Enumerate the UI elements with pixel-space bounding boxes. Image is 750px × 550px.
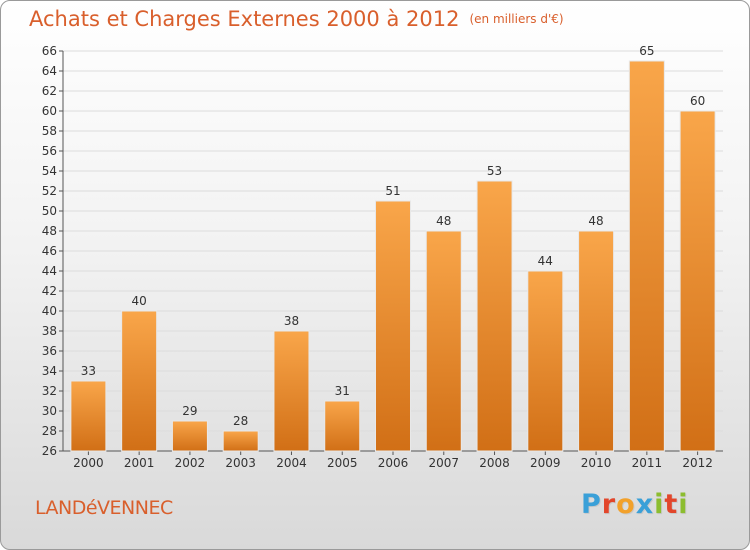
bar-2003 xyxy=(222,430,259,452)
x-tick-label-2002: 2002 xyxy=(175,456,206,470)
value-label-2008: 53 xyxy=(487,164,502,178)
value-label-2001: 40 xyxy=(132,294,147,308)
y-tick-label: 34 xyxy=(42,364,57,378)
brand-letter: r xyxy=(601,489,617,520)
y-tick-label: 38 xyxy=(42,324,57,338)
value-label-2010: 48 xyxy=(588,214,603,228)
y-tick-label: 50 xyxy=(42,204,57,218)
y-tick-label: 42 xyxy=(42,284,57,298)
x-tick-label-2008: 2008 xyxy=(479,456,510,470)
bar-2000 xyxy=(70,380,107,452)
brand-letter: P xyxy=(581,489,602,520)
chart-unit: (en milliers d'€) xyxy=(469,12,564,26)
value-label-2006: 51 xyxy=(385,184,400,198)
y-tick-label: 48 xyxy=(42,224,57,238)
town-name: LANDéVENNEC xyxy=(35,497,173,519)
value-label-2003: 28 xyxy=(233,414,248,428)
x-tick-label-2007: 2007 xyxy=(428,456,459,470)
x-tick-label-2012: 2012 xyxy=(682,456,713,470)
value-label-2004: 38 xyxy=(284,314,299,328)
bar-2009 xyxy=(527,270,564,452)
x-tick-label-2000: 2000 xyxy=(73,456,104,470)
y-tick-label: 66 xyxy=(42,44,57,58)
x-tick-label-2001: 2001 xyxy=(124,456,155,470)
chart-title-text: Achats et Charges Externes 2000 à 2012 xyxy=(29,7,460,31)
y-tick-label: 52 xyxy=(42,184,57,198)
brand-letter: o xyxy=(616,489,636,520)
value-label-2007: 48 xyxy=(436,214,451,228)
x-tick-label-2006: 2006 xyxy=(378,456,409,470)
bar-2006 xyxy=(375,200,411,452)
y-tick-label: 64 xyxy=(42,64,57,78)
x-tick-label-2005: 2005 xyxy=(327,456,358,470)
value-label-2000: 33 xyxy=(81,364,96,378)
y-tick-label: 30 xyxy=(42,404,57,418)
bar-2010 xyxy=(578,230,615,452)
x-tick-label-2004: 2004 xyxy=(276,456,307,470)
bar-2001 xyxy=(121,310,158,452)
bar-2007 xyxy=(425,230,462,452)
label-layer: 33 40 29 28 38 31 51 48 53 44 48 65 60 xyxy=(81,44,706,428)
value-label-2005: 31 xyxy=(335,384,350,398)
y-tick-label: 44 xyxy=(42,264,57,278)
y-tick-label: 62 xyxy=(42,84,57,98)
bar-2008 xyxy=(476,180,513,452)
chart-title: Achats et Charges Externes 2000 à 2012 (e… xyxy=(29,7,564,31)
bar-2002 xyxy=(171,420,208,452)
bar-2012 xyxy=(679,110,716,452)
brand-letter: x xyxy=(635,489,655,520)
y-tick-label: 32 xyxy=(42,384,57,398)
x-tick-label-2010: 2010 xyxy=(581,456,612,470)
y-tick-label: 56 xyxy=(42,144,57,158)
brand-letter: i xyxy=(678,489,689,520)
y-tick-label: 60 xyxy=(42,104,57,118)
x-tick-label-2009: 2009 xyxy=(530,456,561,470)
y-tick-label: 54 xyxy=(42,164,57,178)
value-label-2012: 60 xyxy=(690,94,705,108)
value-label-2011: 65 xyxy=(639,44,654,58)
brand-letter: t xyxy=(664,489,679,520)
value-label-2009: 44 xyxy=(538,254,553,268)
y-tick-label: 28 xyxy=(42,424,57,438)
bar-2005 xyxy=(324,400,361,452)
bar-layer xyxy=(70,60,716,452)
y-tick-label: 26 xyxy=(42,444,57,458)
y-tick-label: 40 xyxy=(42,304,57,318)
y-tick-label: 58 xyxy=(42,124,57,138)
bar-2004 xyxy=(273,330,310,452)
x-tick-label-2011: 2011 xyxy=(632,456,663,470)
value-label-2002: 29 xyxy=(182,404,197,418)
y-tick-label: 46 xyxy=(42,244,57,258)
brand-letter: i xyxy=(654,489,665,520)
brand-logo: Proxiti xyxy=(581,489,689,520)
x-tick-label-2003: 2003 xyxy=(225,456,256,470)
y-tick-label: 36 xyxy=(42,344,57,358)
bar-2011 xyxy=(628,60,665,452)
